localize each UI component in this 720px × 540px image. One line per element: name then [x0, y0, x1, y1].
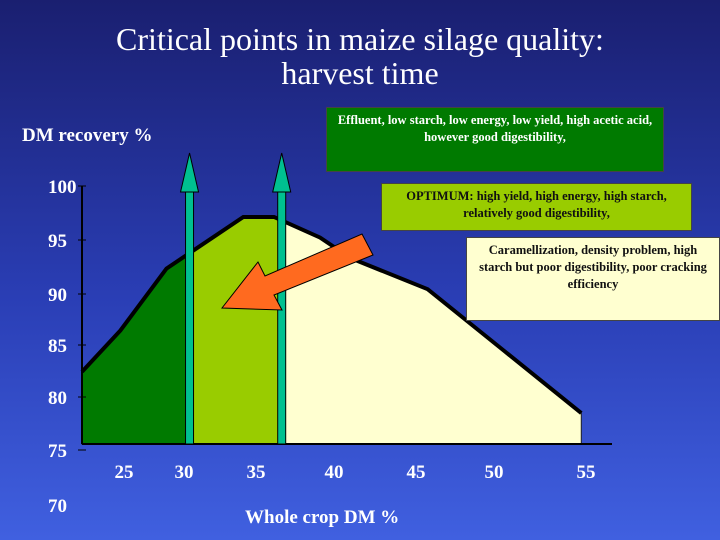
- x-tick-35: 35: [247, 462, 266, 483]
- dm-recovery-curve: [80, 214, 583, 415]
- y-tick-70: 70: [48, 496, 67, 517]
- slide-title: Critical points in maize silage quality:…: [0, 22, 720, 90]
- optimum-arrow: [220, 233, 374, 311]
- annotation-late-harvest: Caramellization, density problem, high s…: [466, 237, 720, 321]
- y-tick-100: 100: [48, 177, 77, 198]
- annotation-optimum: OPTIMUM: high yield, high energy, high s…: [381, 183, 692, 231]
- x-axis-label: Whole crop DM %: [245, 507, 400, 528]
- y-tick-75: 75: [48, 441, 67, 462]
- x-tick-25: 25: [115, 462, 134, 483]
- y-tick-95: 95: [48, 231, 67, 252]
- y-tick-85: 85: [48, 336, 67, 357]
- y-tick-90: 90: [48, 285, 67, 306]
- harvest-marker-arrowhead-2: [272, 152, 292, 193]
- x-tick-40: 40: [325, 462, 344, 483]
- harvest-marker-arrowhead-1: [179, 152, 200, 193]
- x-tick-30: 30: [175, 462, 194, 483]
- annotation-early-harvest: Effluent, low starch, low energy, low yi…: [326, 107, 664, 172]
- x-tick-50: 50: [485, 462, 504, 483]
- harvest-marker-bar-1: [185, 189, 195, 445]
- x-tick-45: 45: [407, 462, 426, 483]
- x-tick-55: 55: [577, 462, 596, 483]
- zone-area-1: [81, 252, 191, 445]
- y-tick-80: 80: [48, 388, 67, 409]
- y-axis-label: DM recovery %: [22, 125, 153, 146]
- title-line-1: Critical points in maize silage quality:: [116, 21, 604, 57]
- title-line-2: harvest time: [281, 55, 439, 91]
- harvest-marker-bar-2: [277, 189, 287, 445]
- zone-area-2: [189, 216, 283, 445]
